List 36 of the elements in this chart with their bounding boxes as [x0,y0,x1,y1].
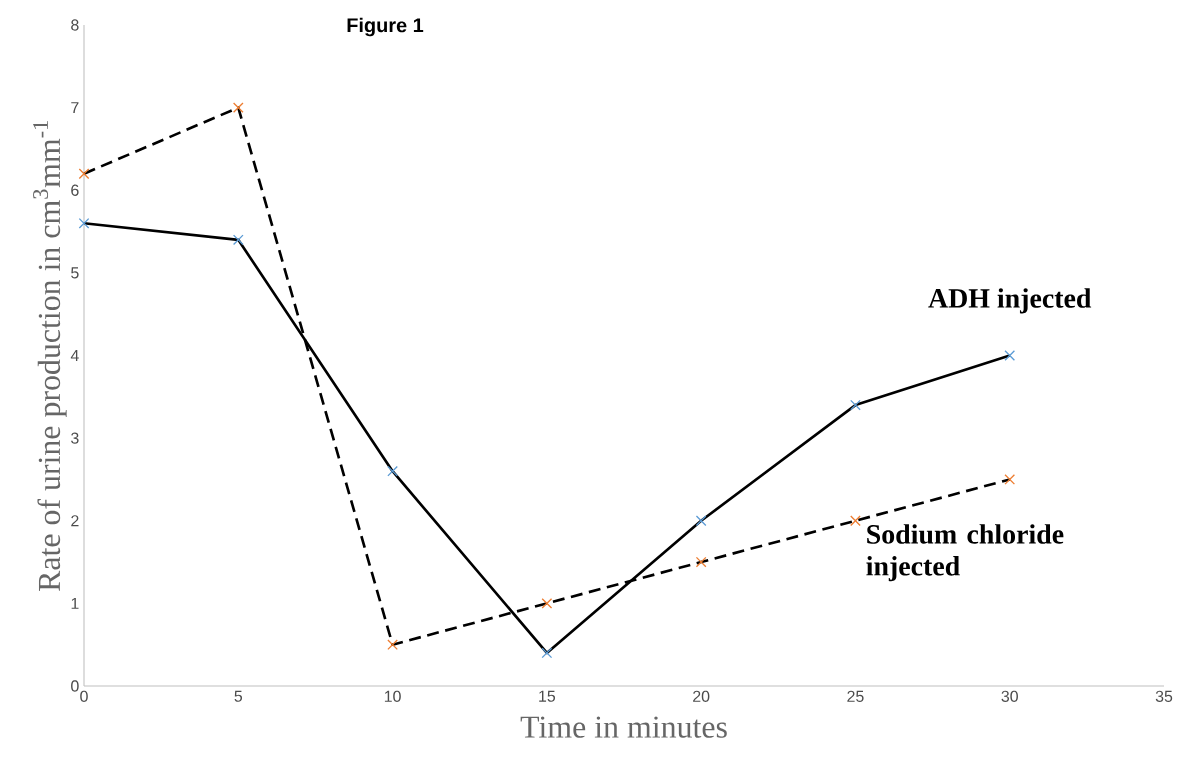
x-tick-label: 30 [1001,690,1018,702]
x-axis-title: Time in minutes [520,716,727,738]
point [695,556,707,568]
y-tick-label: 6 [71,184,79,196]
point [1004,350,1016,361]
y-tick-label: 4 [70,350,79,361]
x-tick-label: 5 [234,690,243,702]
point [850,515,861,527]
y-tick-label: 3 [71,432,79,444]
series-label: Sodium chloride injected [866,524,1064,582]
point [387,639,398,651]
x-tick-label: 15 [539,690,556,702]
point [232,234,244,246]
point [541,598,553,609]
y-tick-label: 0 [71,680,79,692]
x-tick-label: 0 [80,690,88,702]
point [232,102,244,113]
y-axis-title: Rate of urine production in cm$^{3}$mm$^{-1}$ [33,121,67,592]
y-tick-label: 8 [71,19,79,31]
point [850,399,861,411]
x-tick-label: 35 [1155,690,1173,702]
point [541,647,553,659]
point [78,217,90,229]
point [695,515,707,527]
point [78,168,90,180]
y-tick-label: 5 [71,267,79,279]
x-tick-label: 25 [847,690,864,702]
y-tick-label: 2 [71,515,79,527]
chart-title: Figure 1 [347,17,424,37]
series-label: ADH injected [928,288,1092,314]
point [387,465,398,477]
y-tick-label: 7 [71,102,79,114]
y-tick-label: 1 [71,597,79,609]
x-tick-label: 20 [693,690,710,702]
point [1004,474,1016,485]
x-tick-label: 10 [384,690,401,702]
